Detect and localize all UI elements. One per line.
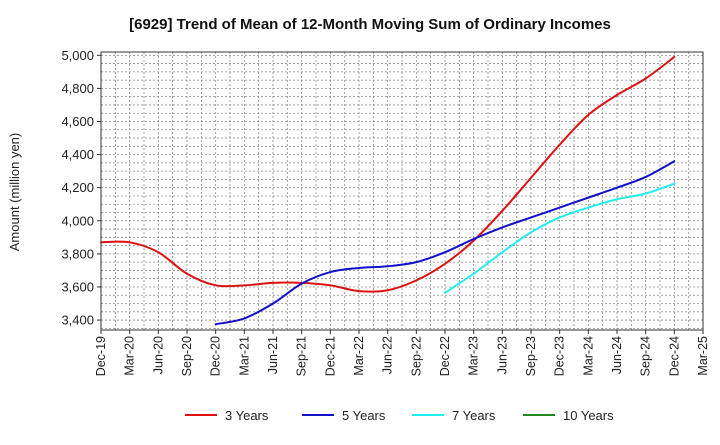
legend-label-3-years: 3 Years <box>225 408 269 423</box>
y-tick-label: 3,800 <box>61 246 94 261</box>
y-tick-labels: 3,400 3,600 3,800 4,000 4,200 4,400 4,600 4,800… <box>61 48 101 328</box>
x-tick-label: Jun-20 <box>151 336 165 374</box>
x-tick-label: Sep-20 <box>180 336 194 376</box>
legend-label-10-years: 10 Years <box>563 408 614 423</box>
x-tick-label: Mar-21 <box>237 336 251 376</box>
y-tick-label: 3,600 <box>61 279 94 294</box>
x-tick-label: Jun-24 <box>610 336 624 374</box>
y-tick-label: 4,400 <box>61 147 94 162</box>
x-tick-label: Sep-22 <box>409 336 423 376</box>
plot-frame <box>100 51 704 331</box>
x-tick-label: Jun-23 <box>495 336 509 374</box>
x-tick-label: Sep-23 <box>524 336 538 376</box>
x-tick-label: Dec-24 <box>667 336 681 376</box>
series-line-3-years <box>100 55 676 293</box>
x-tick-label: Jun-21 <box>266 336 280 374</box>
x-tick-label: Sep-24 <box>639 336 653 376</box>
x-tick-label: Mar-20 <box>123 336 137 376</box>
x-tick-label: Sep-21 <box>295 336 309 376</box>
y-tick-label: 3,400 <box>61 313 94 328</box>
grid-layer <box>100 52 704 330</box>
legend-label-5-years: 5 Years <box>342 408 386 423</box>
x-tick-label: Dec-22 <box>438 336 452 376</box>
x-tick-label: Mar-22 <box>352 336 366 376</box>
series-line-7-years <box>444 182 676 294</box>
x-tick-labels: Dec-19 Mar-20 Jun-20 Sep-20 Dec-20 Mar-21 Jun-… <box>94 330 710 376</box>
x-tick-label: Mar-23 <box>467 336 481 376</box>
y-axis-label: Amount (million yen) <box>7 133 22 252</box>
x-tick-label: Jun-22 <box>381 336 395 374</box>
chart-title: [6929] Trend of Mean of 12-Month Moving … <box>129 16 611 33</box>
y-tick-label: 4,200 <box>61 180 94 195</box>
x-tick-label: Dec-20 <box>209 336 223 376</box>
x-tick-label: Mar-25 <box>696 336 710 376</box>
x-tick-label: Dec-23 <box>553 336 567 376</box>
legend-label-7-years: 7 Years <box>452 408 496 423</box>
y-tick-label: 4,800 <box>61 81 94 96</box>
x-tick-label: Dec-21 <box>323 336 337 376</box>
series-layer <box>100 55 676 326</box>
legend: 3 Years 5 Years 7 Years 10 Years <box>185 408 614 423</box>
x-tick-label: Dec-19 <box>94 336 108 376</box>
y-tick-label: 5,000 <box>61 48 94 63</box>
series-line-5-years <box>214 160 676 326</box>
x-tick-label: Mar-24 <box>581 336 595 376</box>
y-tick-label: 4,000 <box>61 213 94 228</box>
y-tick-label: 4,600 <box>61 114 94 129</box>
